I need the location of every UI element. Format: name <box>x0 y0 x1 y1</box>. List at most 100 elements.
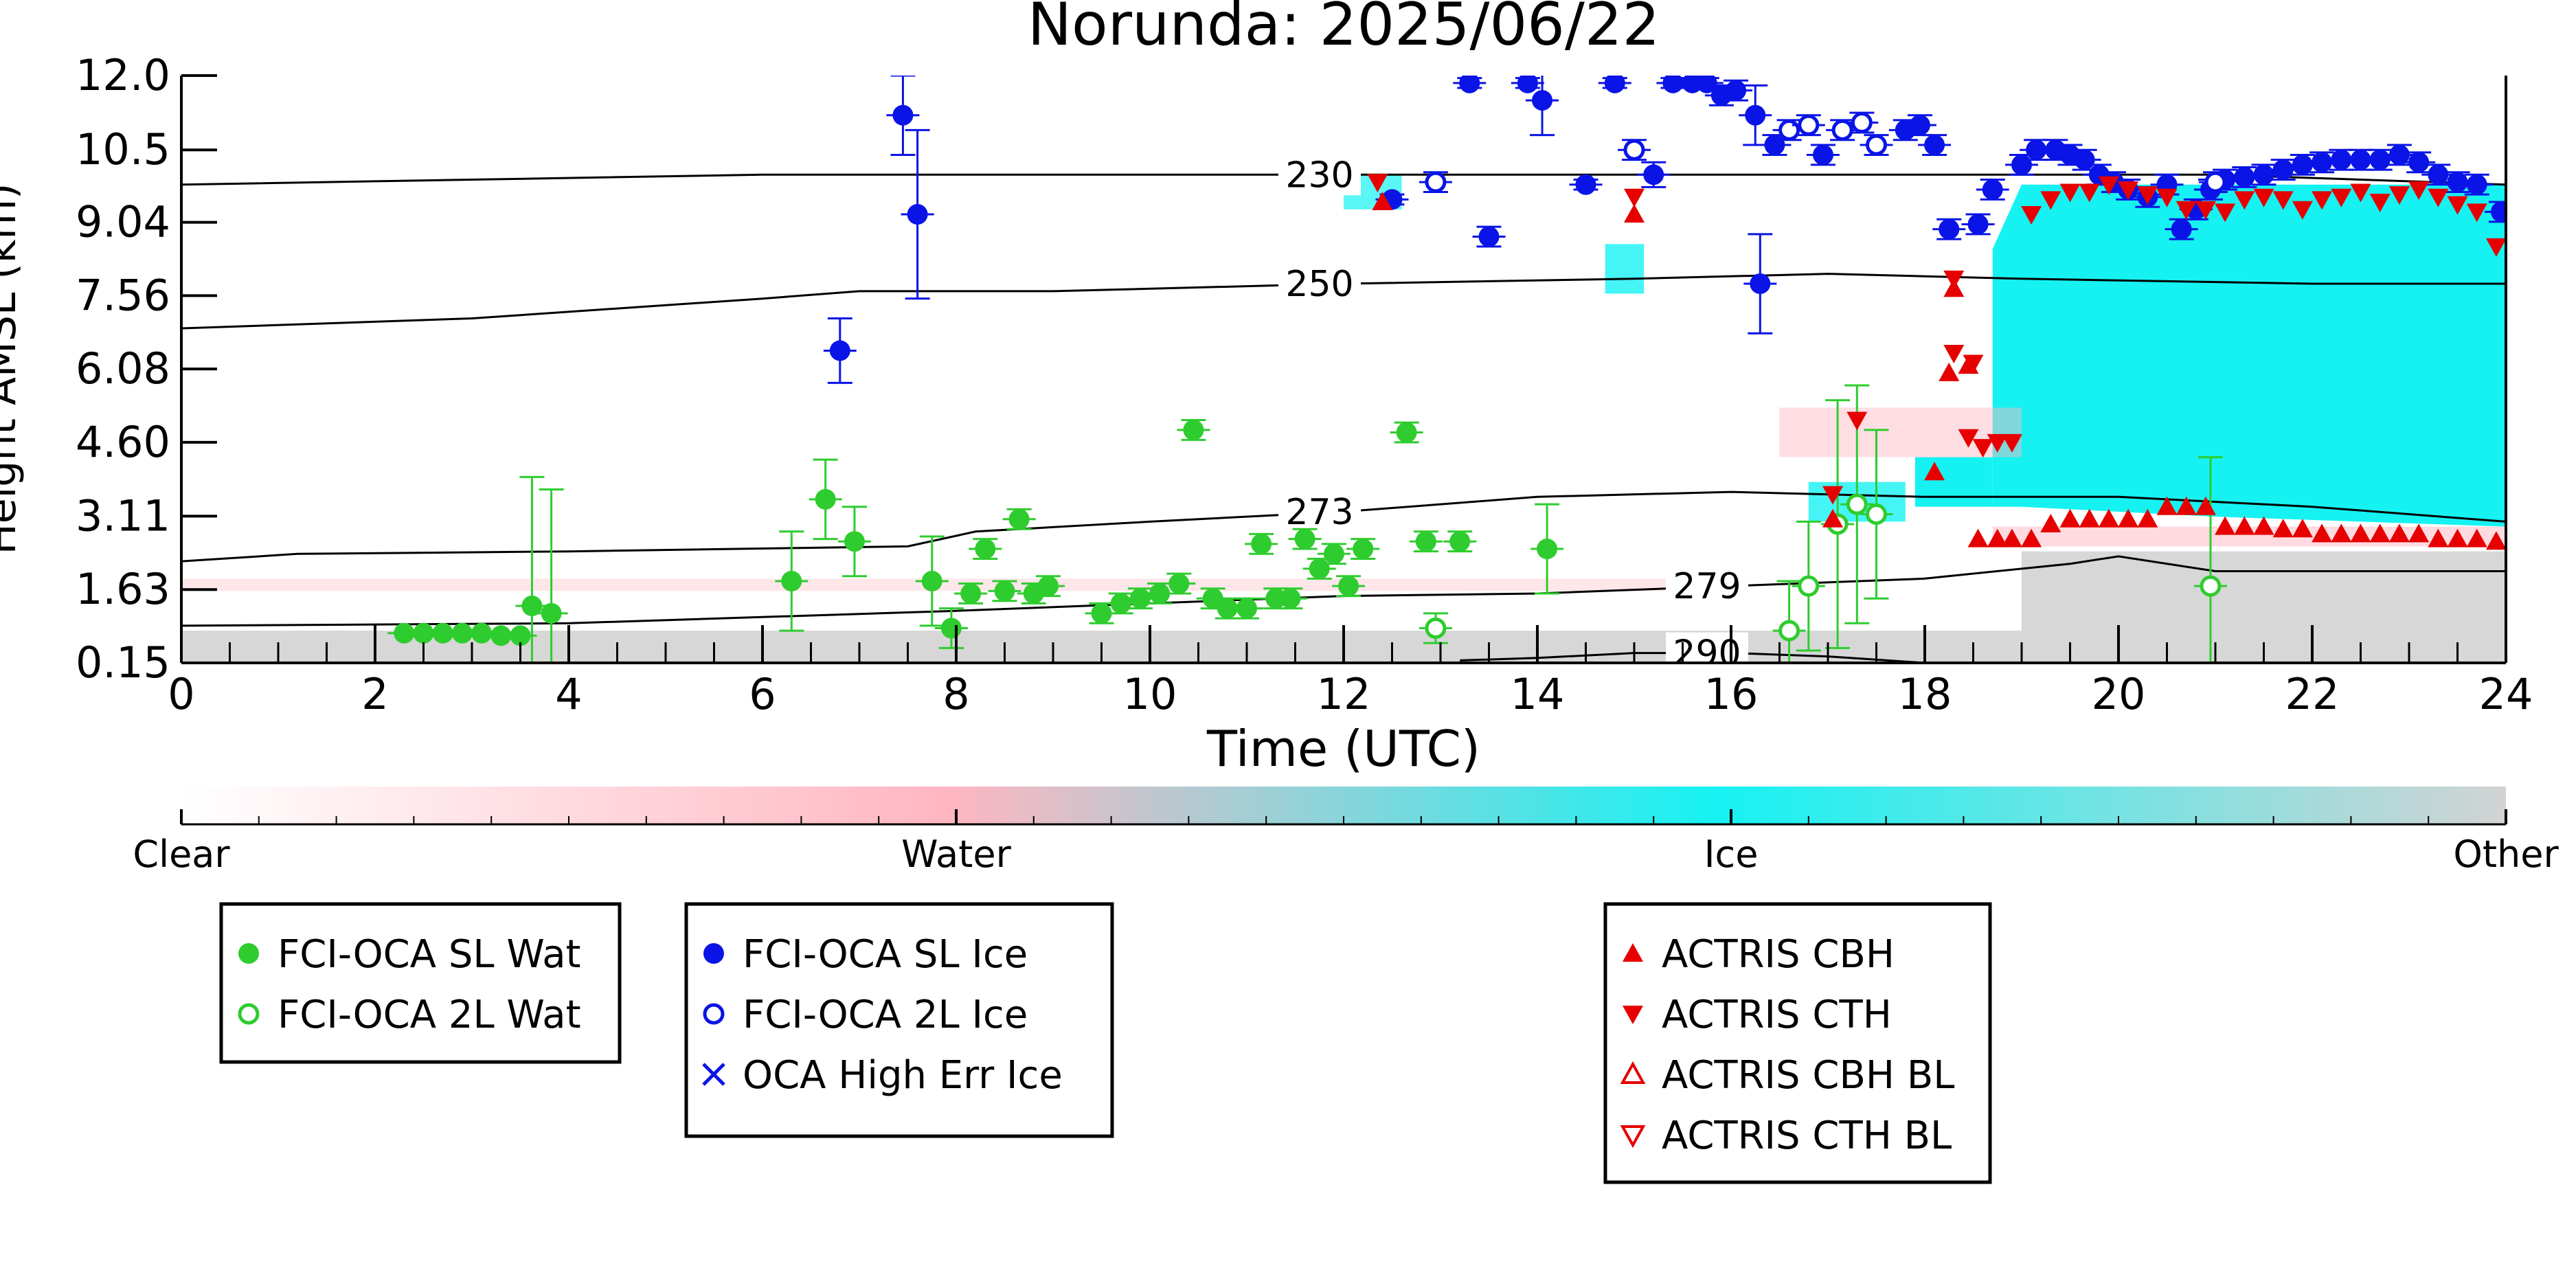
data-point <box>2272 191 2294 210</box>
legend-marker <box>238 1003 260 1025</box>
x-tick-label: 0 <box>168 669 194 719</box>
data-point <box>1831 119 1853 141</box>
data-point <box>1129 588 1151 609</box>
x-tick-label: 20 <box>2092 669 2146 719</box>
data-point <box>994 580 1015 602</box>
data-point <box>2195 201 2216 220</box>
data-point <box>2234 166 2255 188</box>
legend-label: ACTRIS CBH <box>1662 932 1895 977</box>
data-point <box>1202 588 1223 609</box>
data-point <box>432 622 453 644</box>
contour-label-bg <box>1666 632 1748 663</box>
data-point <box>1812 144 1833 166</box>
data-point <box>907 204 928 225</box>
data-point <box>2369 193 2391 212</box>
data-point <box>960 583 982 604</box>
data-point <box>521 596 543 617</box>
data-point <box>1909 115 1930 136</box>
x-tick-label: 12 <box>1317 669 1371 719</box>
data-point <box>2272 159 2294 181</box>
legend-frame <box>1603 902 1992 1184</box>
data-point <box>2021 528 2042 547</box>
x-tick-label: 16 <box>1704 669 1759 719</box>
colorbar-label-water: Water <box>901 833 1011 876</box>
contour-label-bg <box>1666 565 1748 607</box>
data-point <box>2234 516 2255 535</box>
legend-marker <box>702 1063 725 1086</box>
data-point <box>1575 174 1596 195</box>
data-point <box>2059 508 2081 528</box>
data-point <box>1798 575 1820 597</box>
legend-box-2: FCI-OCA SL Ice FCI-OCA 2L Ice OCA High Err… <box>684 902 1114 1138</box>
data-point <box>1623 139 1645 161</box>
legend-marker <box>1620 1125 1646 1149</box>
data-point <box>2331 188 2352 207</box>
data-point <box>510 625 531 646</box>
legend-label: ACTRIS CBH BL <box>1662 1053 1954 1098</box>
legend-label: FCI-OCA 2L Ice <box>743 993 1028 1037</box>
data-point <box>2253 164 2274 185</box>
legend-label: FCI-OCA SL Ice <box>743 932 1028 977</box>
data-point <box>921 570 942 591</box>
data-point <box>1943 270 1965 289</box>
data-point <box>1967 214 1989 235</box>
data-point <box>1822 486 1844 505</box>
y-tick-label: 4.60 <box>76 417 170 467</box>
data-point <box>2001 528 2022 547</box>
axes: 0 2 4 6 8 10 12 14 16 18 20 22 240.151.633.114.606.0… <box>76 50 2533 719</box>
data-series <box>387 76 2506 663</box>
data-point <box>1924 462 1945 481</box>
x-tick-label: 8 <box>942 669 969 719</box>
data-point <box>2215 516 2236 535</box>
x-tick-label: 2 <box>361 669 388 719</box>
contour-label-bg <box>1278 490 1361 532</box>
data-point <box>1822 508 1844 528</box>
x-tick-label: 6 <box>749 669 776 719</box>
data-point <box>2312 523 2333 543</box>
data-point <box>1846 411 1868 431</box>
y-tick-label: 6.08 <box>76 343 170 394</box>
data-point <box>2388 523 2410 543</box>
data-point <box>1604 76 1625 93</box>
data-point <box>1662 76 1684 93</box>
data-point <box>2408 523 2430 543</box>
series-fci-oca-sl-wat <box>387 418 1564 663</box>
series-actris-cbh <box>1372 191 2506 550</box>
data-point <box>2253 188 2274 207</box>
data-point <box>2447 196 2468 215</box>
legend-label: FCI-OCA 2L Wat <box>278 993 581 1037</box>
data-point <box>1309 558 1330 579</box>
data-point <box>1168 573 1190 594</box>
data-point <box>2428 164 2449 185</box>
data-point <box>2312 152 2333 173</box>
data-point <box>2331 149 2352 170</box>
data-point <box>2331 523 2352 543</box>
data-point <box>2466 528 2487 547</box>
data-point <box>2428 188 2449 207</box>
data-point <box>1280 588 1301 609</box>
legend-marker <box>1623 943 1643 962</box>
legend-label: ACTRIS CTH BL <box>1662 1114 1952 1158</box>
data-point <box>2040 513 2061 532</box>
data-point <box>1236 598 1257 619</box>
data-point <box>1091 602 1112 624</box>
y-tick-label: 1.63 <box>76 564 170 614</box>
y-axis-label: Height AMSL (km) <box>0 183 25 555</box>
data-point <box>2485 531 2506 550</box>
contour-label-230: 230 <box>1285 155 1353 196</box>
y-tick-label: 9.04 <box>76 197 170 247</box>
data-point <box>844 531 865 552</box>
contour-label-bg <box>1278 154 1361 196</box>
data-point <box>2292 154 2313 175</box>
data-point <box>2118 181 2139 200</box>
data-point <box>2204 171 2226 193</box>
data-point <box>2195 496 2216 515</box>
data-point <box>2447 528 2468 547</box>
data-point <box>471 622 493 644</box>
data-point <box>1459 76 1480 93</box>
legend-label: OCA High Err Ice <box>743 1053 1063 1098</box>
data-point <box>1353 539 1374 560</box>
legend-marker <box>1623 1006 1643 1024</box>
data-point <box>2079 508 2100 528</box>
x-axis-label: Time (UTC) <box>1206 720 1480 778</box>
